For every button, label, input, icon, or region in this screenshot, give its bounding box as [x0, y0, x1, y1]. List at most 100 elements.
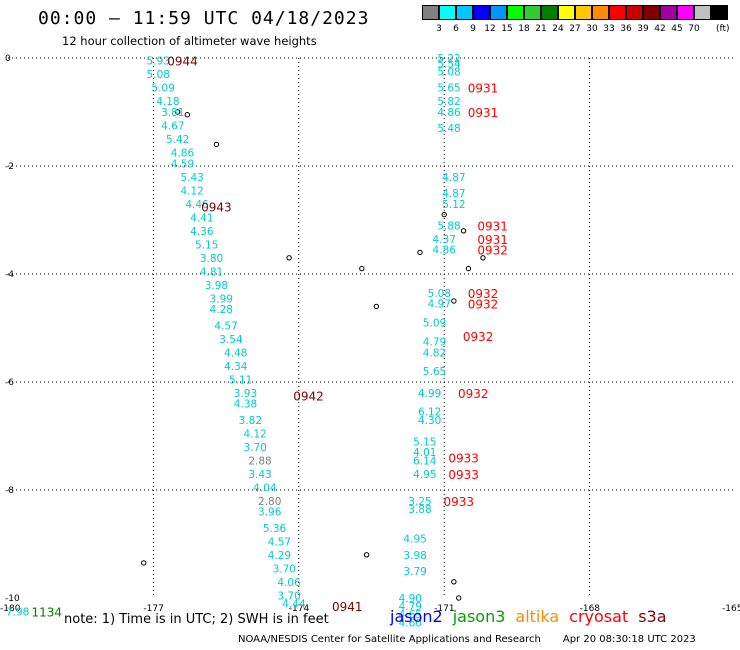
wave-height-value: 5.08 [147, 69, 170, 81]
credit-line: NOAA/NESDIS Center for Satellite Applica… [238, 634, 696, 645]
wave-height-value: 2.80 [258, 496, 281, 508]
wave-height-value: 5.42 [166, 134, 189, 146]
time-label: 0932 [468, 298, 499, 312]
wave-height-value: 4.86 [433, 245, 457, 257]
wave-height-value: 4.38 [234, 399, 257, 411]
credit-org: NOAA/NESDIS Center for Satellite Applica… [238, 634, 541, 645]
island-outline [141, 560, 147, 566]
wave-height-value: 4.99 [418, 388, 441, 400]
wave-height-value: 4.79 [399, 601, 422, 613]
wave-height-value: 3.98 [205, 280, 228, 292]
wave-height-value: 4.95 [413, 469, 436, 481]
legend-swatch [439, 5, 456, 20]
wave-height-value: 4.67 [161, 121, 184, 133]
wave-height-value: 5.48 [437, 123, 460, 135]
wave-height-value: 4.90 [399, 593, 422, 605]
time-label: 0944 [167, 55, 198, 69]
legend-swatch [541, 5, 558, 20]
legend-swatch [660, 5, 677, 20]
wave-height-value: 4.57 [268, 536, 291, 548]
legend-label: 36 [620, 24, 632, 34]
island-outline [451, 298, 457, 304]
wave-height-value: 4.34 [224, 361, 248, 373]
time-label: 0932 [463, 330, 494, 344]
wave-height-value: 5.88 [437, 220, 460, 232]
legend-swatch [575, 5, 592, 20]
lat-tick-label: -4 [5, 270, 14, 280]
wave-height-value: 3.70 [273, 563, 296, 575]
lat-tick-label: -2 [5, 162, 14, 172]
legend-label: 12 [484, 24, 496, 34]
time-label: 0931 [477, 233, 508, 247]
wave-height-value: 4.18 [156, 96, 179, 108]
legend-label: 15 [501, 24, 513, 34]
wave-height-value: 4.60 [399, 617, 422, 629]
satellite-jason2: jason2 [390, 607, 443, 626]
legend-label: 21 [535, 24, 547, 34]
wave-height-value: 3.98 [403, 550, 426, 562]
legend-swatch [490, 5, 507, 20]
wave-height-value: 3.99 [210, 293, 233, 305]
wave-height-value: 4.44 [282, 598, 306, 610]
legend-label: 30 [586, 24, 598, 34]
island-outline [373, 303, 380, 310]
satellite-jason3: jason3 [452, 607, 506, 626]
wave-height-value: 5.22 [437, 53, 460, 65]
lon-tick-label: -168 [580, 604, 601, 614]
satellite-legend: jason2 jason3 altika cryosat s3a [390, 607, 677, 626]
island-outline [174, 109, 181, 115]
wave-height-value: 3.93 [234, 388, 257, 400]
wave-height-value: 4.86 [171, 148, 195, 160]
island-outline [480, 255, 486, 261]
lon-tick-label: -180 [0, 604, 21, 614]
island-outline [363, 552, 370, 558]
wave-height-value: 4.81 [200, 266, 223, 278]
wave-height-value: 3.96 [258, 507, 282, 519]
legend-swatch [456, 5, 473, 20]
legend-unit: (ft) [716, 24, 730, 34]
island-outline [451, 579, 457, 585]
legend-swatch [473, 5, 490, 20]
wave-height-value: 4.04 [253, 482, 277, 494]
time-label: 0932 [458, 387, 489, 401]
time-label: 0931 [468, 106, 499, 120]
wave-height-value: 3.70 [243, 442, 266, 454]
legend-swatch [677, 5, 694, 20]
wave-height-value: 4.29 [268, 550, 291, 562]
wave-height-value: 3.82 [239, 415, 262, 427]
lon-tick-label: -174 [289, 604, 310, 614]
legend-swatch [643, 5, 660, 20]
legend-swatch [558, 5, 575, 20]
wave-height-value: 4.01 [413, 447, 436, 459]
island-outline [417, 249, 423, 256]
wave-height-value: 5.93 [147, 56, 170, 68]
time-label: 0931 [477, 219, 508, 233]
lat-tick-label: 0 [5, 54, 11, 64]
wave-height-value: 3.70 [277, 590, 300, 602]
island-outline [286, 255, 292, 261]
wave-height-value: 6.12 [418, 407, 441, 419]
wave-height-value: 5.65 [423, 366, 446, 378]
map-title: 00:00 — 11:59 UTC 04/18/2023 [38, 8, 370, 29]
time-label: 0933 [448, 468, 479, 482]
wave-height-value: 4.37 [433, 234, 456, 246]
legend-swatch [422, 5, 439, 20]
legend-swatch [609, 5, 626, 20]
wave-height-value: 4.41 [190, 212, 213, 224]
legend-swatch [711, 5, 728, 20]
lon-tick-label: -165 [722, 604, 740, 614]
legend-label: 3 [436, 24, 442, 34]
credit-timestamp: Apr 20 08:30:18 UTC 2023 [562, 634, 696, 645]
wave-height-value: 5.15 [195, 239, 218, 251]
legend-label: 24 [552, 24, 564, 34]
wave-height-value: 4.28 [210, 304, 233, 316]
wave-height-value: 4.48 [224, 347, 247, 359]
time-label: 0933 [443, 495, 474, 509]
time-label: 0932 [477, 244, 508, 258]
island-outline [213, 141, 220, 148]
wave-height-value: 4.12 [180, 185, 203, 197]
legend-swatch [524, 5, 541, 20]
legend-label: 27 [569, 24, 581, 34]
wave-height-value: 4.59 [171, 158, 194, 170]
wave-height-value: 3.88 [408, 504, 431, 516]
